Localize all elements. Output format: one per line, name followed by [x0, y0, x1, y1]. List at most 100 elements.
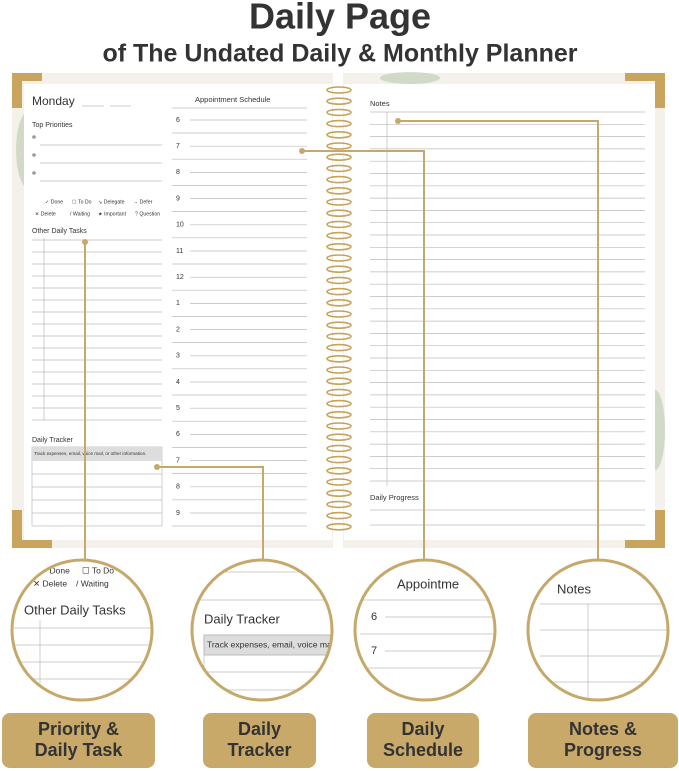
zoom-bg	[13, 561, 151, 699]
spiral-ring	[326, 399, 352, 408]
bullet	[32, 171, 36, 175]
spiral-binding	[326, 86, 352, 531]
hour-label: 10	[176, 222, 184, 229]
spiral-ring	[326, 489, 352, 498]
hour-label: 7	[371, 645, 377, 657]
hour-label: 4	[176, 379, 180, 386]
feature-label-bg	[2, 713, 155, 768]
zoom-content: ✓ Done ☐ To Do ✕ Delete / Waiting Other Dail…	[13, 561, 151, 699]
spiral-ring	[326, 231, 352, 240]
spiral-ring	[326, 354, 352, 363]
section-title: Top Priorities	[32, 122, 73, 129]
hour-label: 5	[176, 405, 180, 412]
spiral-ring	[326, 175, 352, 184]
spiral-ring	[326, 108, 352, 117]
feature-label-bg	[367, 713, 479, 768]
callout-dots	[82, 118, 401, 470]
legend-item: → Defer	[133, 199, 153, 205]
spiral-ring	[326, 388, 352, 397]
zoom-bg	[193, 561, 331, 699]
spiral-ring	[326, 220, 352, 229]
hour-label: 8	[176, 484, 180, 491]
legend-item: ↘ Delegate	[98, 199, 125, 205]
feature-label: Notes &	[569, 719, 637, 739]
legend-item: ✓ Done	[40, 565, 70, 575]
legend-item: ☐ To Do	[82, 565, 114, 575]
spiral-ring	[326, 310, 352, 318]
feature-label: Progress	[564, 740, 642, 760]
feature-label: Daily Task	[35, 740, 124, 760]
bullet	[32, 135, 36, 139]
legend-item: ☐ To Do	[72, 199, 92, 205]
legend-item: ? Question	[135, 211, 160, 217]
spiral-ring	[326, 97, 352, 105]
spiral-ring	[326, 142, 352, 150]
hour-label: 6	[176, 431, 180, 438]
feature-label: Priority &	[38, 719, 119, 739]
spiral-ring	[326, 377, 352, 386]
zoom-title: Notes	[557, 581, 591, 596]
spiral-ring	[326, 298, 352, 307]
spiral-ring	[326, 153, 352, 161]
spiral-ring	[326, 444, 352, 453]
spiral-ring	[326, 243, 352, 251]
legend-item: / Waiting	[76, 578, 109, 588]
hour-label: 1	[176, 300, 180, 307]
page-title: Daily Page	[249, 0, 431, 37]
feature-label: Daily	[401, 719, 444, 739]
spiral-ring	[326, 366, 352, 374]
hour-label: 7	[176, 143, 180, 150]
feature-label: Schedule	[383, 740, 463, 760]
tracker-band	[203, 634, 331, 656]
spiral-ring	[326, 332, 352, 341]
tracker-hint: Track expenses, email, voice mail, or ot…	[34, 451, 146, 456]
spiral-ring	[326, 410, 352, 419]
spiral-ring	[326, 478, 352, 486]
spiral-ring	[326, 86, 352, 94]
zoom-content: Appointme 6 7	[356, 561, 494, 699]
hour-label: 9	[176, 510, 180, 517]
spiral-ring	[326, 131, 352, 139]
spiral-ring	[326, 422, 352, 430]
zoom-title: Daily Tracker	[204, 611, 281, 626]
callout-lines	[84, 120, 599, 560]
hour-label: 6	[371, 611, 377, 623]
spiral-ring	[326, 500, 352, 509]
zoom-content: Notes	[529, 561, 667, 699]
zoom-title: Other Daily Tasks	[24, 602, 126, 617]
section-title: Daily Tracker	[32, 437, 74, 444]
spiral-ring	[326, 511, 352, 520]
page-subtitle: of The Undated Daily & Monthly Planner	[102, 40, 577, 68]
tracker-hint: Track expenses, email, voice mai	[207, 639, 334, 649]
hour-label: 2	[176, 326, 180, 333]
legend-item: ✕ Delete	[33, 578, 67, 588]
spiral-ring	[326, 265, 352, 274]
spiral-ring	[326, 187, 352, 195]
leaf	[380, 72, 440, 84]
spiral-ring	[326, 466, 352, 475]
feature-labels: Priority &Daily TaskDailyTrackerDailySch…	[2, 713, 678, 768]
feature-label-bg	[203, 713, 316, 768]
spiral-ring	[326, 287, 352, 296]
feature-label: Daily	[238, 719, 281, 739]
section-title: Appointment Schedule	[195, 95, 270, 104]
spiral-ring	[326, 254, 352, 262]
hour-label: 8	[176, 169, 180, 176]
legend-item: / Waiting	[70, 211, 90, 217]
hour-label: 9	[176, 195, 180, 202]
hour-label: 6	[176, 117, 180, 124]
hour-label: 12	[176, 274, 184, 281]
spiral-ring	[326, 198, 352, 206]
spiral-ring	[326, 433, 352, 442]
spiral-ring	[326, 522, 352, 531]
spiral-ring	[326, 321, 352, 330]
legend-item: ✕ Delete	[35, 211, 56, 217]
zoom-bg	[356, 561, 494, 699]
zoom-title: Appointme	[397, 576, 459, 591]
hour-label: 7	[176, 457, 180, 464]
zoom-content: Daily Tracker Track expenses, email, voic…	[193, 561, 334, 699]
legend-item: ★ Important	[98, 211, 127, 217]
section-title: Other Daily Tasks	[32, 228, 87, 235]
spiral-ring	[326, 276, 352, 285]
